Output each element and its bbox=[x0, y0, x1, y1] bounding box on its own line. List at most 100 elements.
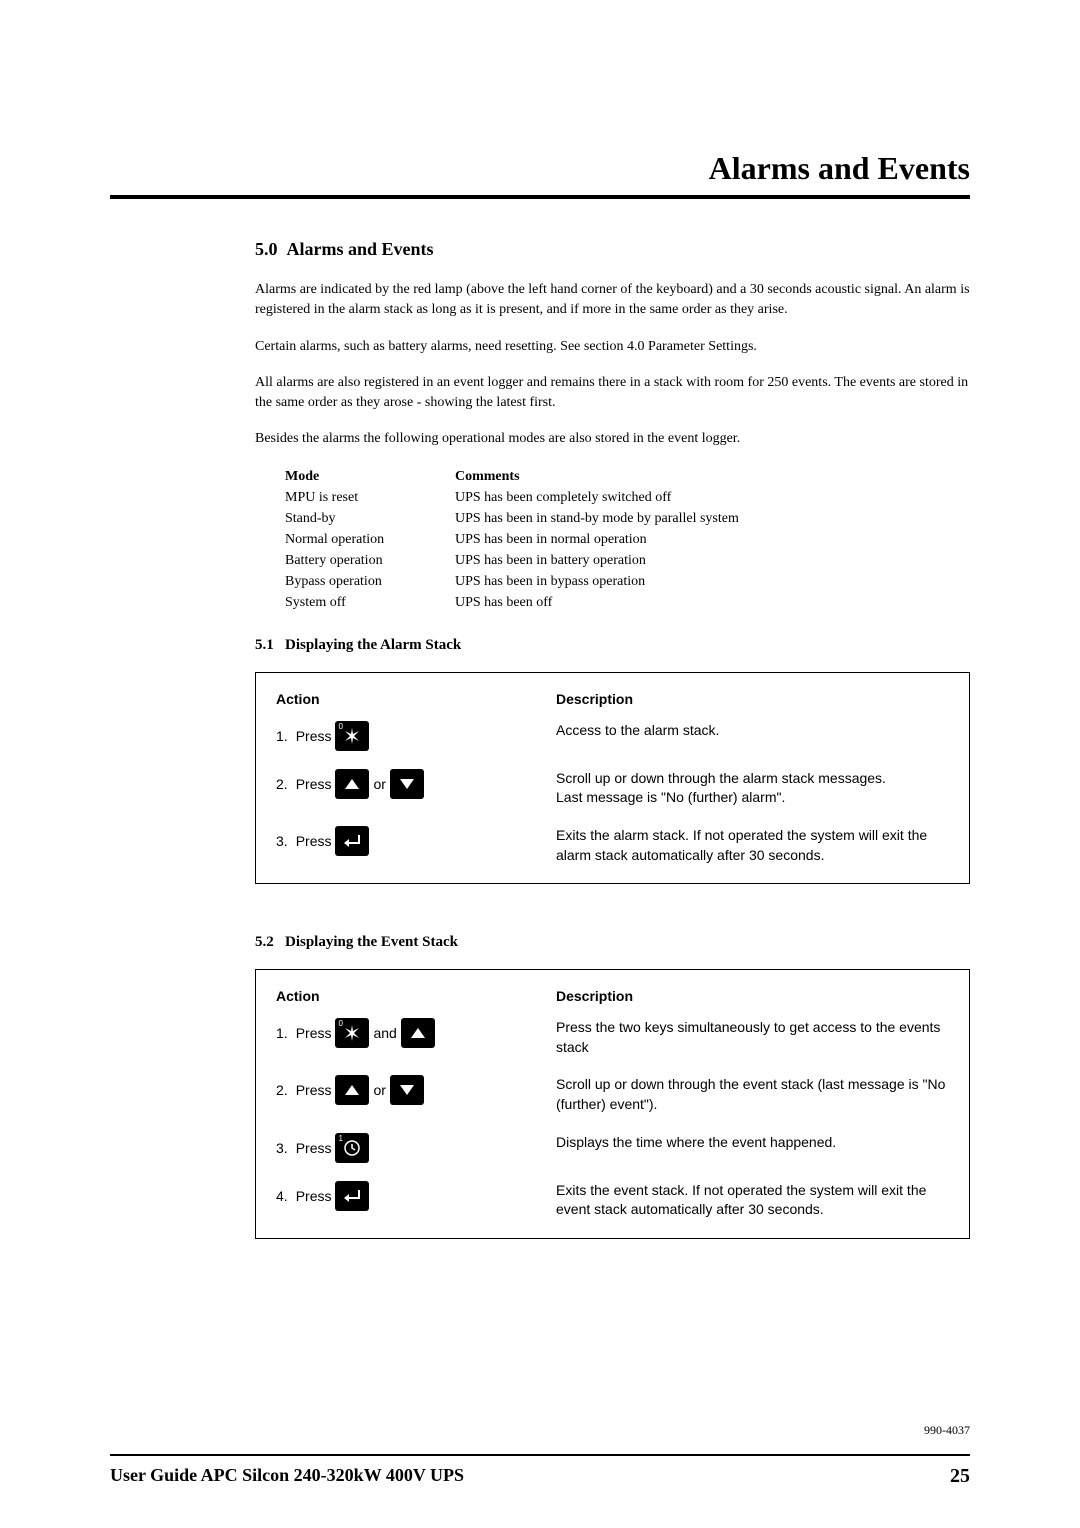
connector-text: and bbox=[373, 1025, 396, 1041]
procedure-action: 1. Press 0 and bbox=[276, 1018, 556, 1048]
procedure-header: Action Description bbox=[276, 988, 949, 1004]
mode-header-col: Comments bbox=[455, 466, 970, 487]
table-row: Battery operation UPS has been in batter… bbox=[285, 550, 970, 571]
table-row: Bypass operation UPS has been in bypass … bbox=[285, 571, 970, 592]
mode-cell: MPU is reset bbox=[285, 487, 455, 508]
procedure-description: Displays the time where the event happen… bbox=[556, 1133, 949, 1153]
section-number: 5.0 bbox=[255, 239, 278, 259]
action-prefix: Press bbox=[296, 728, 332, 744]
mode-cell: Bypass operation bbox=[285, 571, 455, 592]
step-number: 4. bbox=[276, 1188, 288, 1204]
step-number: 2. bbox=[276, 776, 288, 792]
procedure-description: Scroll up or down through the alarm stac… bbox=[556, 769, 949, 808]
action-prefix: Press bbox=[296, 833, 332, 849]
procedure-box-alarm: Action Description 1. Press 0 Access to … bbox=[255, 672, 970, 884]
procedure-step: 4. Press Exits the event stack. If not o… bbox=[276, 1181, 949, 1220]
procedure-description: Press the two keys simultaneously to get… bbox=[556, 1018, 949, 1057]
connector-text: or bbox=[373, 1082, 385, 1098]
header-action: Action bbox=[276, 691, 556, 707]
mode-table: Mode Comments MPU is reset UPS has been … bbox=[285, 466, 970, 613]
mode-cell: Stand-by bbox=[285, 508, 455, 529]
clock-key-icon: 1 bbox=[335, 1133, 369, 1163]
table-row: Normal operation UPS has been in normal … bbox=[285, 529, 970, 550]
mode-cell: Normal operation bbox=[285, 529, 455, 550]
subsection-title: 5.1 Displaying the Alarm Stack bbox=[255, 637, 970, 654]
procedure-action: 2. Press or bbox=[276, 1075, 556, 1105]
subsection-number: 5.2 bbox=[255, 934, 274, 950]
paragraph: Certain alarms, such as battery alarms, … bbox=[255, 337, 970, 357]
footer-page-number: 25 bbox=[950, 1465, 970, 1488]
action-prefix: Press bbox=[296, 1140, 332, 1156]
paragraph: All alarms are also registered in an eve… bbox=[255, 373, 970, 414]
mode-cell: Battery operation bbox=[285, 550, 455, 571]
procedure-action: 3. Press 1 bbox=[276, 1133, 556, 1163]
procedure-step: 3. Press 1 Displays the time where the e… bbox=[276, 1133, 949, 1163]
section-title: 5.0 Alarms and Events bbox=[255, 239, 970, 260]
action-prefix: Press bbox=[296, 776, 332, 792]
key-corner-label: 0 bbox=[338, 1019, 342, 1028]
procedure-step: 3. Press Exits the alarm stack. If not o… bbox=[276, 826, 949, 865]
step-number: 1. bbox=[276, 1025, 288, 1041]
subsection-title-text: Displaying the Alarm Stack bbox=[285, 637, 461, 653]
procedure-description: Access to the alarm stack. bbox=[556, 721, 949, 741]
mode-table-header: Mode Comments bbox=[285, 466, 970, 487]
step-number: 1. bbox=[276, 728, 288, 744]
subsection-number: 5.1 bbox=[255, 637, 274, 653]
table-row: Stand-by UPS has been in stand-by mode b… bbox=[285, 508, 970, 529]
step-number: 2. bbox=[276, 1082, 288, 1098]
table-row: MPU is reset UPS has been completely swi… bbox=[285, 487, 970, 508]
footer: User Guide APC Silcon 240-320kW 400V UPS… bbox=[110, 1465, 970, 1488]
procedure-step: 2. Press or Scroll up or down through th… bbox=[276, 769, 949, 808]
down-arrow-key-icon bbox=[390, 769, 424, 799]
mode-header-col: Mode bbox=[285, 466, 455, 487]
enter-key-icon bbox=[335, 826, 369, 856]
connector-text: or bbox=[373, 776, 385, 792]
up-arrow-key-icon bbox=[335, 769, 369, 799]
paragraph: Alarms are indicated by the red lamp (ab… bbox=[255, 280, 970, 321]
procedure-action: 3. Press bbox=[276, 826, 556, 856]
footer-title: User Guide APC Silcon 240-320kW 400V UPS bbox=[110, 1465, 464, 1488]
mode-cell: UPS has been in bypass operation bbox=[455, 571, 970, 592]
procedure-action: 1. Press 0 bbox=[276, 721, 556, 751]
header-description: Description bbox=[556, 988, 949, 1004]
procedure-step: 1. Press 0 and Press the two keys simult… bbox=[276, 1018, 949, 1057]
paragraph: Besides the alarms the following operati… bbox=[255, 429, 970, 449]
action-prefix: Press bbox=[296, 1188, 332, 1204]
star-key-icon: 0 bbox=[335, 1018, 369, 1048]
mode-cell: UPS has been in battery operation bbox=[455, 550, 970, 571]
footer-docnum: 990-4037 bbox=[924, 1423, 970, 1438]
section-title-text: Alarms and Events bbox=[287, 239, 434, 259]
chapter-title: Alarms and Events bbox=[110, 150, 970, 187]
step-number: 3. bbox=[276, 1140, 288, 1156]
procedure-step: 1. Press 0 Access to the alarm stack. bbox=[276, 721, 949, 751]
star-key-icon: 0 bbox=[335, 721, 369, 751]
header-action: Action bbox=[276, 988, 556, 1004]
procedure-action: 2. Press or bbox=[276, 769, 556, 799]
desc-line: Scroll up or down through the alarm stac… bbox=[556, 770, 886, 786]
footer-rule bbox=[110, 1454, 970, 1456]
table-row: System off UPS has been off bbox=[285, 592, 970, 613]
desc-line: Last message is "No (further) alarm". bbox=[556, 789, 785, 805]
subsection-title: 5.2 Displaying the Event Stack bbox=[255, 934, 970, 951]
up-arrow-key-icon bbox=[401, 1018, 435, 1048]
header-description: Description bbox=[556, 691, 949, 707]
page-container: Alarms and Events 5.0 Alarms and Events … bbox=[0, 0, 1080, 1349]
subsection-title-text: Displaying the Event Stack bbox=[285, 934, 458, 950]
procedure-box-event: Action Description 1. Press 0 and Press bbox=[255, 969, 970, 1239]
procedure-header: Action Description bbox=[276, 691, 949, 707]
procedure-description: Exits the alarm stack. If not operated t… bbox=[556, 826, 949, 865]
procedure-description: Scroll up or down through the event stac… bbox=[556, 1075, 949, 1114]
procedure-step: 2. Press or Scroll up or down through th… bbox=[276, 1075, 949, 1114]
chapter-rule bbox=[110, 195, 970, 199]
action-prefix: Press bbox=[296, 1082, 332, 1098]
key-corner-label: 0 bbox=[338, 722, 342, 731]
enter-key-icon bbox=[335, 1181, 369, 1211]
action-prefix: Press bbox=[296, 1025, 332, 1041]
mode-cell: UPS has been completely switched off bbox=[455, 487, 970, 508]
mode-cell: UPS has been off bbox=[455, 592, 970, 613]
step-number: 3. bbox=[276, 833, 288, 849]
procedure-action: 4. Press bbox=[276, 1181, 556, 1211]
mode-cell: UPS has been in stand-by mode by paralle… bbox=[455, 508, 970, 529]
mode-cell: UPS has been in normal operation bbox=[455, 529, 970, 550]
up-arrow-key-icon bbox=[335, 1075, 369, 1105]
